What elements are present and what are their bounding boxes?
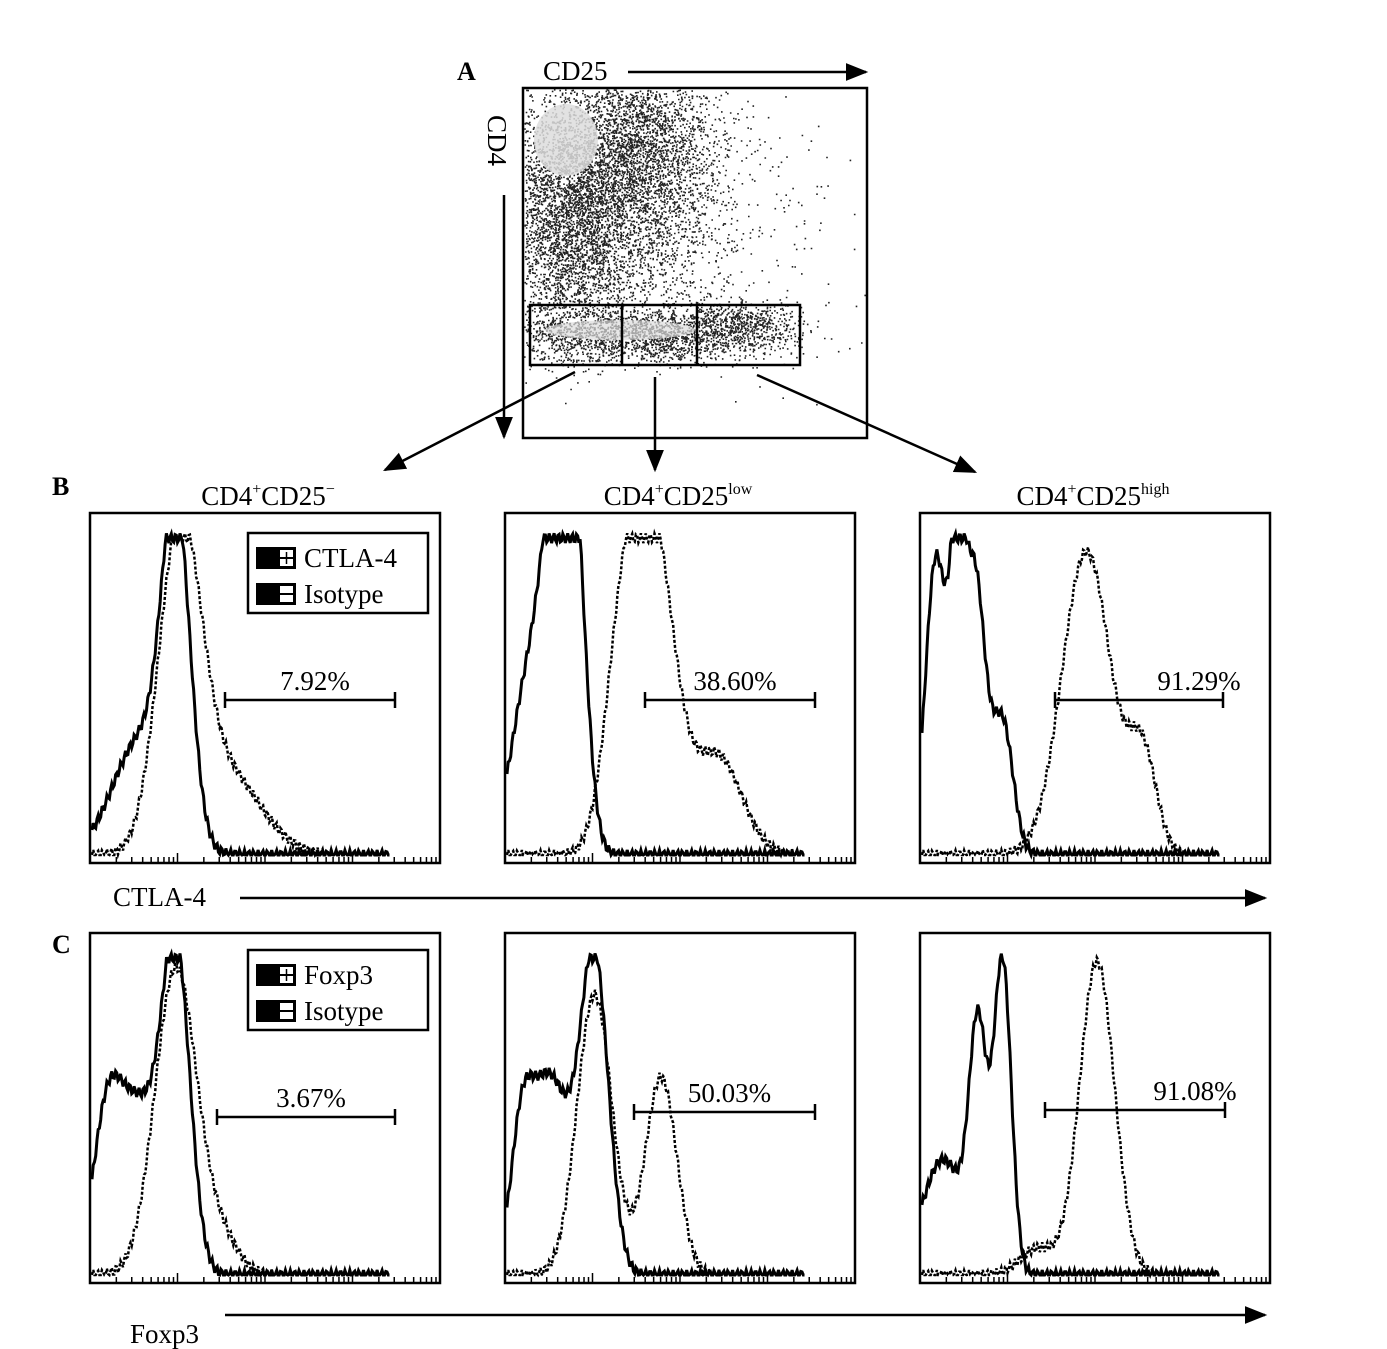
stain-curve — [505, 989, 805, 1278]
gate-arrow — [756, 373, 978, 474]
x-axis-label: CD25 — [543, 56, 608, 86]
legend-label: Isotype — [304, 579, 384, 609]
stain-curve — [920, 953, 1220, 1280]
percent-label: 38.60% — [693, 666, 776, 696]
legend-label: CTLA-4 — [304, 543, 397, 573]
percent-label: 91.29% — [1157, 666, 1240, 696]
sup: − — [326, 481, 335, 498]
percent-label: 7.92% — [280, 666, 350, 696]
panel-label: B — [52, 472, 69, 501]
gate — [528, 303, 802, 367]
population-title: CD4+CD25low — [604, 481, 753, 511]
sup: high — [1141, 481, 1169, 498]
dots — [524, 89, 868, 406]
percent-label: 3.67% — [276, 1083, 346, 1113]
marker: CD25 — [1077, 481, 1142, 511]
panel-label: C — [52, 930, 71, 959]
legend-label: Foxp3 — [304, 960, 373, 990]
legend-label: Isotype — [304, 996, 384, 1026]
marker: CD25 — [664, 481, 729, 511]
dense-core — [545, 320, 695, 340]
stain-curve — [90, 962, 390, 1279]
isotype-curve — [920, 527, 1220, 860]
isotype-curve — [505, 528, 805, 859]
name: CD4 — [604, 481, 656, 511]
y-axis-label: CD4 — [482, 115, 512, 167]
sup: + — [655, 481, 664, 498]
x-axis-label: CTLA-4 — [113, 882, 206, 912]
sup: low — [728, 481, 752, 498]
population-title: CD4+CD25high — [1016, 481, 1169, 511]
stain-curve — [505, 528, 805, 859]
population-title: CD4+CD25− — [201, 481, 335, 511]
percent-label: 50.03% — [688, 1078, 771, 1108]
plot-frame — [521, 86, 869, 440]
stain-curve — [90, 532, 390, 860]
histogram-frame — [503, 511, 857, 865]
gate-arrow — [383, 370, 576, 472]
name: CD4 — [201, 481, 253, 511]
isotype-curve — [90, 528, 390, 858]
sup: + — [252, 481, 261, 498]
dot-plot — [524, 89, 868, 406]
panel-label: A — [457, 57, 476, 86]
histogram-frame — [503, 931, 857, 1285]
stain-curve — [920, 546, 1220, 860]
histogram-frame — [918, 931, 1272, 1285]
sup: + — [1068, 481, 1077, 498]
marker: CD25 — [261, 481, 326, 511]
isotype-curve — [505, 952, 805, 1278]
dense-core — [534, 104, 598, 176]
percent-label: 91.08% — [1153, 1076, 1236, 1106]
name: CD4 — [1016, 481, 1068, 511]
isotype-curve — [90, 948, 390, 1277]
x-axis-label: Foxp3 — [130, 1319, 199, 1349]
isotype-curve — [920, 953, 1220, 1278]
